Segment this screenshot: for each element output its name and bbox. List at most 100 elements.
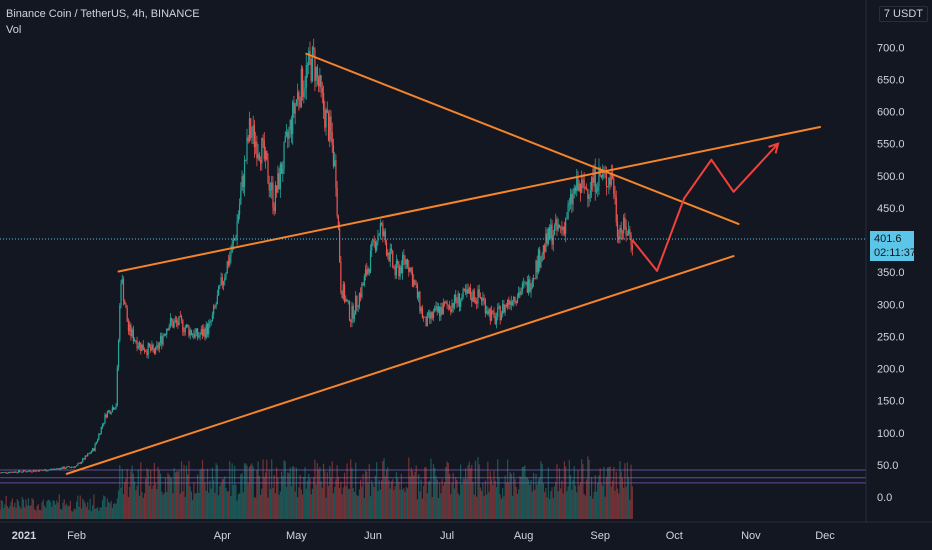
candle-body (83, 458, 85, 460)
candle-body (206, 324, 209, 335)
candle-body (203, 328, 205, 336)
candle-body (415, 284, 417, 286)
volume-bar (114, 503, 116, 519)
volume-bar (26, 505, 28, 519)
volume-bar (156, 489, 158, 519)
candle-body (452, 303, 454, 308)
candle-body (126, 308, 128, 322)
volume-bar (282, 476, 284, 519)
volume-bar (85, 506, 88, 519)
candle-body (505, 304, 507, 307)
volume-bar (618, 493, 620, 519)
candle-body (607, 186, 609, 188)
volume-bar (414, 471, 416, 519)
volume-bar (121, 468, 123, 519)
volume-bar (266, 459, 268, 519)
candle-body (474, 300, 477, 302)
candle-body (583, 180, 585, 189)
volume-bar (623, 487, 625, 519)
volume-bar (353, 492, 356, 519)
volume-bar (403, 487, 405, 519)
volume-bar (272, 487, 274, 519)
volume-bar (40, 510, 42, 519)
volume-bar (173, 467, 175, 519)
volume-bar (453, 488, 456, 519)
volume-bar (126, 468, 128, 519)
volume-bar (532, 472, 535, 519)
candle-body (340, 261, 342, 292)
volume-bar (276, 467, 278, 519)
candle-body (276, 185, 278, 193)
candle-body (259, 159, 262, 164)
candle-body (548, 227, 551, 239)
candle-body (95, 441, 97, 444)
volume-bar (52, 500, 54, 519)
volume-bar (415, 465, 417, 519)
candle-body (69, 467, 71, 468)
candle-body (257, 154, 259, 159)
volume-bar (553, 486, 556, 519)
candle-body (238, 204, 241, 215)
volume-bar (289, 467, 291, 519)
candle-body (150, 347, 152, 351)
volume-bar (264, 472, 267, 519)
candle-body (161, 336, 163, 345)
candle-body (189, 330, 191, 336)
candle-body (304, 87, 306, 92)
candle-body (236, 221, 238, 238)
candle-body (178, 316, 180, 326)
candle-body (513, 296, 515, 302)
volume-bar (115, 503, 117, 519)
candle-body (266, 150, 268, 161)
candle-body (483, 297, 485, 300)
candle-body (100, 426, 102, 435)
candle-body (377, 235, 379, 243)
volume-bar (511, 495, 514, 519)
volume-bar (10, 501, 12, 519)
candle-body (490, 310, 493, 321)
volume-bar (87, 502, 89, 519)
volume-bar (504, 475, 506, 519)
volume-bar (243, 463, 246, 519)
volume-bar (503, 496, 505, 519)
symbol-title[interactable]: Binance Coin / TetherUS, 4h, BINANCE (6, 8, 200, 20)
volume-bar (464, 468, 467, 519)
volume-bar (556, 464, 558, 519)
volume-bar (319, 467, 321, 519)
candle-body (471, 297, 473, 302)
candle-body (121, 279, 123, 284)
volume-bar (624, 463, 626, 519)
volume-bar (605, 477, 607, 519)
candle-body (89, 453, 91, 454)
candle-body (78, 462, 80, 464)
volume-bar (569, 475, 572, 519)
candle-body (508, 299, 510, 305)
candle-body (87, 453, 89, 457)
volume-bar (342, 487, 344, 519)
volume-bar (563, 461, 565, 519)
y-tick-label: 100.0 (877, 428, 905, 440)
candle-body (225, 273, 227, 278)
candle-body (542, 245, 544, 255)
candle-body (269, 190, 272, 192)
candle-body (198, 336, 200, 338)
candle-body (215, 304, 217, 307)
currency-button[interactable]: 7 USDT (878, 6, 928, 22)
volume-bar (84, 503, 86, 519)
candle-body (250, 118, 252, 138)
volume-bar (100, 507, 102, 519)
candle-body (331, 132, 333, 146)
x-tick-label: Dec (815, 530, 835, 542)
volume-bar (348, 489, 351, 519)
volume-bar (452, 472, 454, 519)
volume-bar (526, 477, 528, 519)
candle-body (209, 321, 211, 324)
candle-body (440, 307, 442, 317)
candle-body (98, 434, 100, 440)
volume-bar (329, 465, 331, 519)
volume-bar (82, 498, 84, 519)
volume-bar (442, 485, 444, 519)
projection-arrowhead (768, 142, 780, 154)
volume-indicator-label[interactable]: Vol (6, 24, 22, 36)
